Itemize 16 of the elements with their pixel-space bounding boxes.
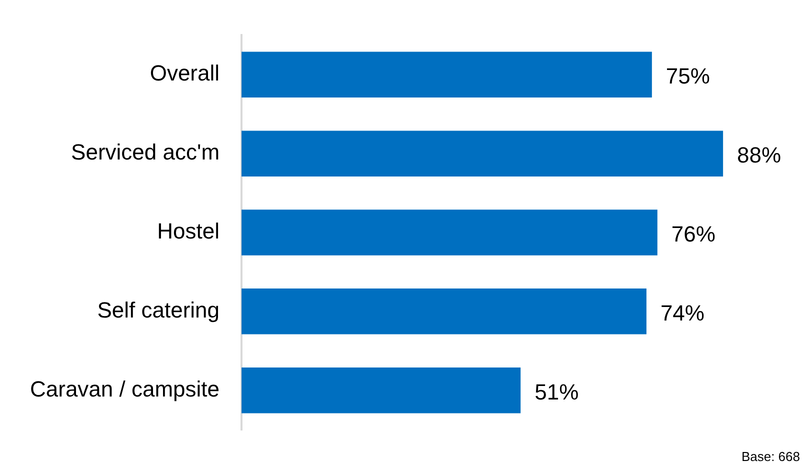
text: Base: 668 [741,449,800,464]
y-tick-label: Self catering [97,297,220,322]
data-label: 51% [534,379,579,404]
bar [242,52,652,98]
y-tick-label: Serviced acc'm [71,140,220,165]
data-label: 75% [666,64,710,89]
data-label: 76% [671,222,716,247]
bar [242,130,724,176]
bar [242,367,521,414]
bar [242,210,658,256]
y-tick-label: Overall [150,60,220,86]
bar [242,288,646,334]
data-label: 74% [660,300,704,326]
y-tick-label: Hostel [157,218,220,244]
y-tick-label: Caravan / campsite [30,376,220,402]
data-label: 88% [737,142,782,168]
